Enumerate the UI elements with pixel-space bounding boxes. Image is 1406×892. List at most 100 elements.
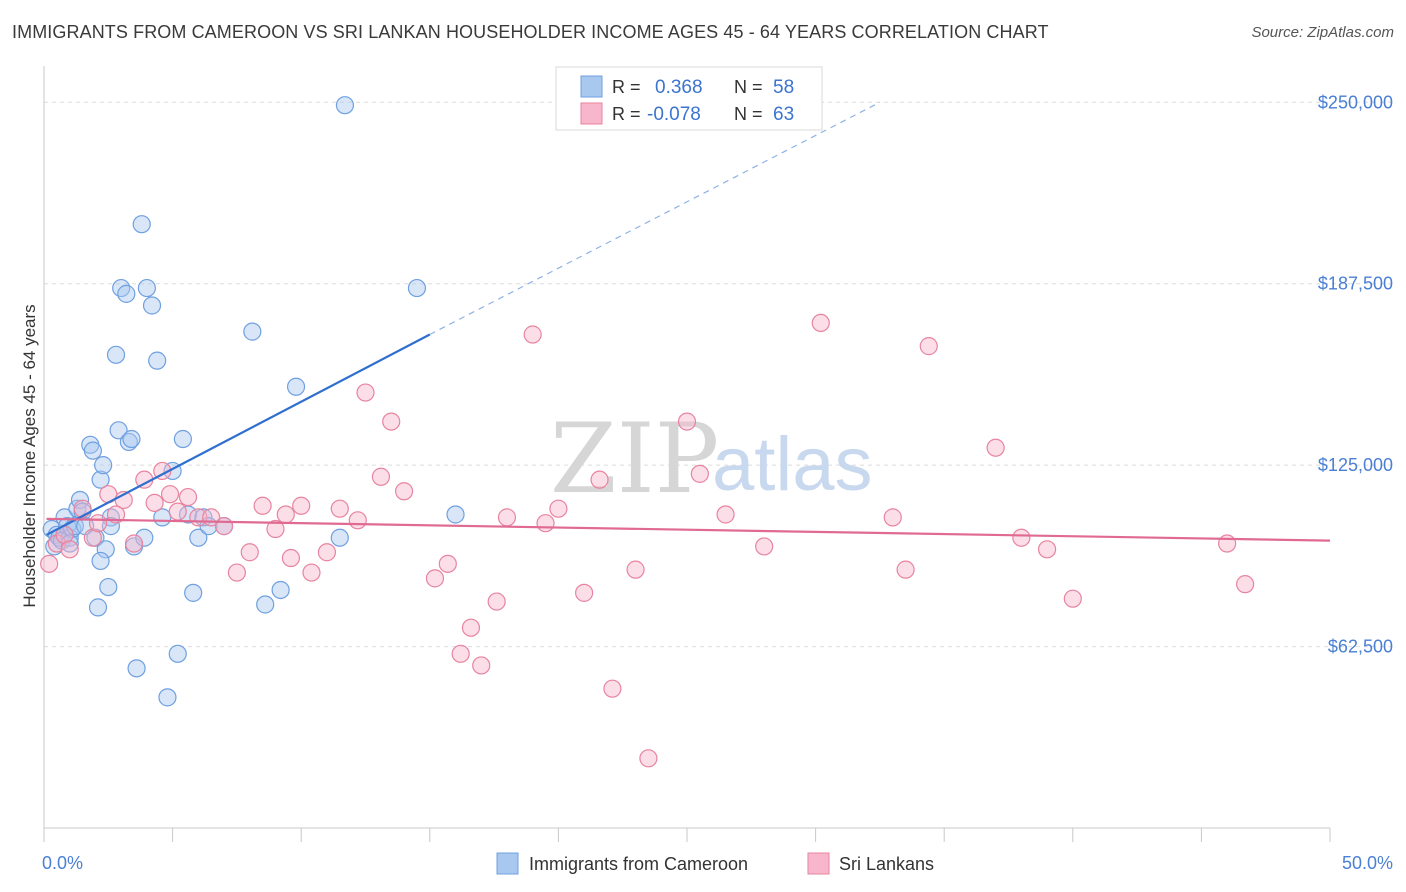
cameroon-point	[127, 659, 146, 678]
srilankan-point	[276, 505, 295, 524]
cameroon-point	[119, 432, 138, 452]
cameroon-point	[446, 505, 465, 524]
legend-swatch-srilankans	[807, 852, 830, 875]
cameroon-point	[135, 528, 154, 547]
srilankan-point	[88, 514, 108, 533]
cameroon-point	[148, 351, 167, 370]
legend-swatch-cameroon	[580, 75, 603, 98]
srilankan-point	[523, 325, 542, 344]
srilankan-point	[178, 487, 198, 507]
cameroon-point	[158, 688, 177, 707]
legend-swatch-srilankans	[580, 102, 603, 125]
cameroon-point	[94, 456, 113, 475]
cameroon-point	[122, 429, 141, 449]
source-credit: Source: ZipAtlas.com	[1251, 24, 1394, 41]
legend-n-value: 58	[773, 77, 794, 98]
srilankan-point	[227, 563, 246, 582]
cameroon-point	[60, 534, 79, 553]
y-tick-labels: $62,500 $125,000 $187,500 $250,000	[1318, 92, 1393, 656]
srilankan-point	[461, 618, 481, 637]
srilankan-point	[549, 499, 568, 518]
legend-swatch-cameroon	[496, 852, 519, 875]
cameroon-point	[112, 278, 131, 298]
cameroon-point	[83, 441, 102, 460]
srilankan-point	[590, 470, 609, 489]
y-tick-label: $125,000	[1318, 455, 1393, 475]
legend-r-value: 0.368	[655, 77, 703, 98]
legend-n-label: N =	[734, 104, 763, 124]
srilankan-point	[1218, 534, 1237, 553]
srilankan-point	[145, 493, 164, 512]
srilankan-trend-line	[46, 517, 1331, 542]
y-tick-label: $62,500	[1328, 637, 1393, 657]
watermark-atlas: atlas	[712, 422, 873, 507]
srilankan-point	[240, 543, 259, 562]
cameroon-point	[117, 284, 136, 303]
srilankan-point	[356, 383, 375, 402]
srilankan-point	[451, 644, 470, 663]
srilankan-point	[755, 537, 774, 556]
cameroon-point	[168, 644, 187, 663]
legend-n-value: 63	[773, 104, 794, 125]
srilankan-point	[603, 679, 622, 698]
stats-legend: R = 0.368 N = 58 R = -0.078 N = 63	[555, 66, 823, 131]
srilankan-point	[1037, 540, 1057, 559]
srilankan-point	[60, 540, 79, 559]
y-tick-label: $250,000	[1318, 92, 1393, 112]
axes	[43, 66, 1331, 842]
cameroon-point	[335, 96, 355, 115]
srilankan-point	[626, 560, 645, 579]
cameroon-point	[132, 215, 151, 234]
legend-r-value: -0.078	[647, 104, 701, 125]
cameroon-point	[106, 345, 126, 364]
srilankan-point	[253, 496, 272, 515]
chart-title: IMMIGRANTS FROM CAMEROON VS SRI LANKAN H…	[12, 22, 1049, 42]
srilankan-point	[330, 499, 349, 518]
srilankan-point	[168, 502, 187, 521]
srilankan-point	[1012, 528, 1031, 547]
cameroon-point	[137, 278, 156, 298]
cameroon-point	[189, 528, 208, 547]
legend-n-label: N =	[734, 77, 763, 97]
gridlines	[44, 101, 1396, 648]
trend-lines	[46, 101, 1331, 542]
srilankan-point	[677, 412, 697, 431]
srilankan-point	[811, 313, 830, 333]
srilankan-point	[472, 656, 491, 675]
srilankan-point	[124, 534, 144, 553]
srilankan-point	[690, 464, 709, 483]
srilankan-point	[106, 505, 126, 524]
cameroon-point	[99, 577, 118, 597]
srilankan-point	[986, 438, 1005, 457]
cameroon-point	[407, 278, 427, 298]
cameroon-point	[286, 377, 306, 396]
srilankan-point	[425, 569, 445, 588]
srilankan-point	[266, 519, 285, 539]
srilankan-point	[438, 554, 457, 573]
cameroon-point	[88, 598, 108, 617]
cameroon-trend-line	[46, 333, 431, 536]
srilankan-point	[214, 517, 234, 536]
srilankan-point	[1236, 575, 1255, 594]
srilankan-point	[716, 505, 735, 524]
data-points	[40, 96, 1255, 768]
srilankan-point	[302, 563, 321, 582]
watermark-zip: ZIP	[550, 403, 719, 515]
srilankan-point	[1063, 589, 1082, 608]
srilankan-point	[382, 412, 401, 431]
cameroon-point	[271, 580, 290, 600]
srilankan-point	[487, 592, 506, 611]
srilankan-point	[160, 485, 180, 504]
cameroon-point	[142, 296, 162, 315]
x-tick-labels: 0.0% 50.0%	[42, 853, 1393, 873]
legend-series-cameroon: Immigrants from Cameroon	[529, 854, 748, 874]
cameroon-point	[109, 421, 128, 440]
cameroon-trend-extension	[429, 101, 881, 336]
legend-series-srilankans: Sri Lankans	[839, 854, 934, 874]
cameroon-point	[256, 595, 275, 614]
legend-r-label: R =	[612, 77, 641, 97]
x-tick-label: 0.0%	[42, 853, 83, 873]
srilankan-point	[883, 508, 902, 527]
srilankan-point	[281, 548, 301, 568]
